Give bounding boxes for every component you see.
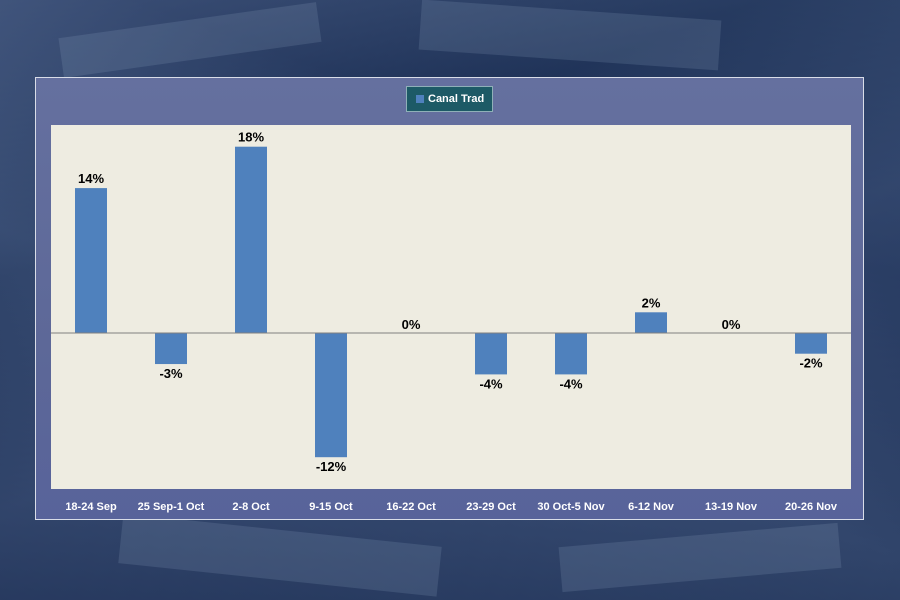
- legend-label: Canal Trad: [428, 93, 485, 105]
- background-shape: [118, 513, 442, 597]
- bar: [635, 312, 667, 333]
- background-shape: [58, 2, 322, 78]
- background-shape: [418, 0, 722, 71]
- data-label: -4%: [559, 376, 583, 391]
- x-tick-label: 2-8 Oct: [232, 501, 270, 513]
- data-label: -4%: [479, 376, 503, 391]
- x-tick-label: 9-15 Oct: [309, 501, 353, 513]
- legend-swatch: [416, 95, 424, 103]
- x-tick-label: 25 Sep-1 Oct: [138, 501, 205, 513]
- data-label: 2%: [642, 295, 661, 310]
- x-tick-label: 30 Oct-5 Nov: [537, 501, 605, 513]
- chart-container: Canal Trad 14% -3% 18% -12% 0% -4% -4% 2% 0% -2% 1…: [35, 77, 864, 520]
- data-label: -3%: [159, 366, 183, 381]
- data-label: -2%: [799, 356, 823, 371]
- plot-area: [51, 125, 851, 489]
- data-label: 18%: [238, 130, 264, 145]
- bar: [475, 333, 507, 375]
- x-tick-label: 18-24 Sep: [65, 501, 117, 513]
- x-tick-label: 13-19 Nov: [705, 501, 758, 513]
- bar: [75, 188, 107, 333]
- data-label: -12%: [316, 459, 347, 474]
- x-tick-label: 20-26 Nov: [785, 501, 838, 513]
- bar: [155, 333, 187, 365]
- legend[interactable]: Canal Trad: [406, 86, 494, 112]
- data-label: 0%: [402, 317, 421, 332]
- background-shape: [558, 522, 842, 593]
- x-tick-label: 16-22 Oct: [386, 501, 436, 513]
- data-label: 0%: [722, 317, 741, 332]
- bar: [555, 333, 587, 375]
- bar-chart: 14% -3% 18% -12% 0% -4% -4% 2% 0% -2% 18-24 Sep 25 …: [51, 125, 851, 513]
- bar: [235, 146, 267, 333]
- bar: [795, 333, 827, 354]
- bar: [315, 333, 347, 458]
- data-label: 14%: [78, 171, 104, 186]
- x-tick-label: 23-29 Oct: [466, 501, 516, 513]
- x-tick-label: 6-12 Nov: [628, 501, 675, 513]
